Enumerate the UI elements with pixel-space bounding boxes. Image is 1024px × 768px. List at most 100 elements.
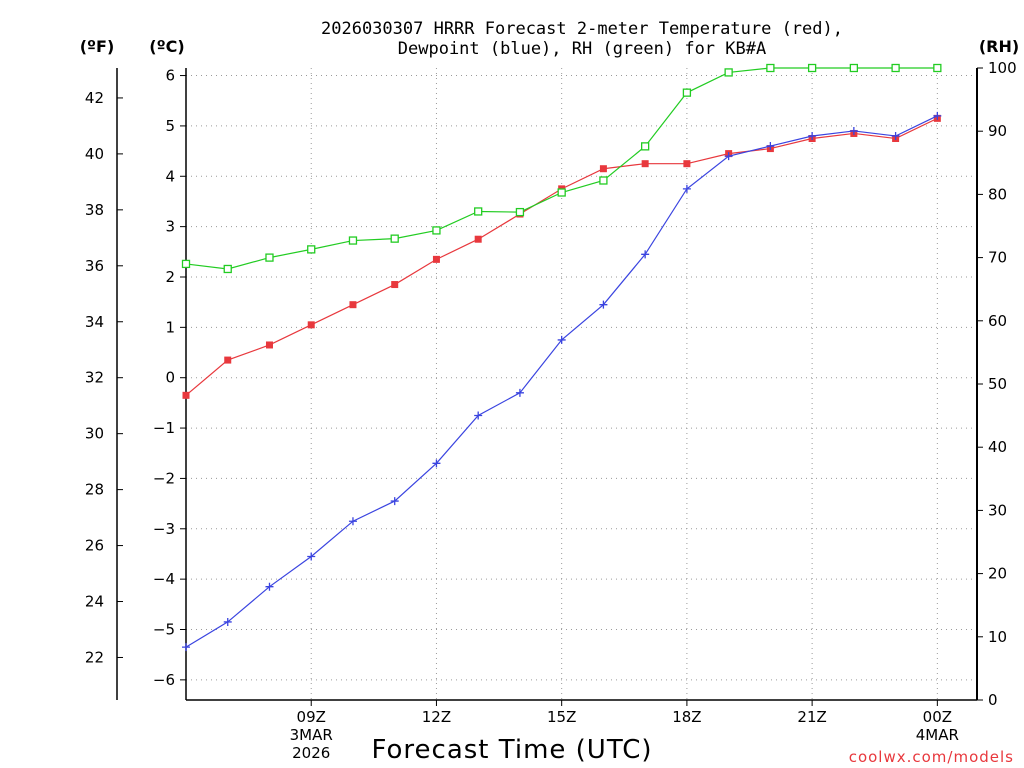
grid-layer <box>186 68 977 700</box>
rh-point <box>390 234 399 243</box>
temperature-point <box>182 391 190 399</box>
series-layer <box>181 63 942 652</box>
axes-layer: −6−5−4−3−2−10123456222426283032343638404… <box>85 59 1017 762</box>
temperature-point <box>349 301 357 309</box>
dewpoint-point <box>474 411 483 420</box>
rh-tick-label: 100 <box>988 59 1017 77</box>
rh-point <box>515 207 525 217</box>
celsius-tick-label: −6 <box>153 671 175 689</box>
rh-point <box>641 142 650 151</box>
chart-title-line2: Dewpoint (blue), RH (green) for KB#A <box>398 39 766 59</box>
fahrenheit-tick-label: 22 <box>85 648 104 666</box>
dewpoint-point <box>557 335 566 344</box>
x-tick-label: 09Z <box>297 708 326 726</box>
fahrenheit-tick-label: 26 <box>85 537 104 555</box>
rh-point <box>474 207 483 216</box>
rh-point <box>849 63 859 73</box>
celsius-tick-label: −2 <box>153 469 175 487</box>
dewpoint-point <box>641 250 650 259</box>
dewpoint-point <box>515 388 524 397</box>
dewpoint-point <box>849 126 858 135</box>
celsius-tick-label: 3 <box>165 218 175 236</box>
x-tick-label: 18Z <box>672 708 701 726</box>
celsius-tick-label: −3 <box>153 520 175 538</box>
rh-unit-label: (RH) <box>979 37 1019 56</box>
rh-point <box>265 253 274 262</box>
celsius-tick-label: 2 <box>165 268 175 286</box>
temperature-point <box>224 356 232 364</box>
temperature-point <box>391 281 399 289</box>
rh-tick-label: 60 <box>988 312 1007 330</box>
rh-tick-label: 30 <box>988 501 1007 519</box>
fahrenheit-tick-label: 40 <box>85 145 104 163</box>
rh-tick-label: 40 <box>988 438 1007 456</box>
dewpoint-point <box>307 552 316 561</box>
x-tick-label: 00Z <box>923 708 952 726</box>
celsius-tick-label: −5 <box>153 620 175 638</box>
dewpoint-point <box>599 300 608 309</box>
credit-text: coolwx.com/models <box>849 748 1014 766</box>
fahrenheit-tick-label: 36 <box>85 257 104 275</box>
temperature-point <box>641 160 649 168</box>
dewpoint-point <box>432 459 441 468</box>
celsius-tick-label: 5 <box>165 117 175 135</box>
fahrenheit-tick-label: 42 <box>85 89 104 107</box>
celsius-tick-label: 0 <box>165 369 175 387</box>
rh-point <box>432 226 441 235</box>
fahrenheit-tick-label: 28 <box>85 481 104 499</box>
rh-point <box>933 63 942 73</box>
rh-point <box>724 68 733 77</box>
x-axis-label: Forecast Time (UTC) <box>371 735 652 765</box>
celsius-unit-label: (ºC) <box>149 37 184 56</box>
fahrenheit-unit-label: (ºF) <box>80 37 115 56</box>
rh-tick-label: 20 <box>988 565 1007 583</box>
rh-point <box>682 88 692 97</box>
rh-point <box>807 63 817 73</box>
chart-title-line1: 2026030307 HRRR Forecast 2-meter Tempera… <box>321 19 843 39</box>
dewpoint-point <box>891 131 900 140</box>
celsius-tick-label: 6 <box>165 67 175 85</box>
fahrenheit-tick-label: 30 <box>85 425 104 443</box>
rh-point <box>181 259 191 269</box>
dewpoint-point <box>724 152 733 161</box>
temperature-point <box>599 165 607 173</box>
dewpoint-point <box>182 643 190 652</box>
dewpoint-point <box>808 131 817 140</box>
temperature-point <box>683 160 691 168</box>
temperature-point <box>432 255 440 263</box>
celsius-tick-label: 4 <box>165 167 175 185</box>
rh-tick-label: 70 <box>988 249 1007 267</box>
rh-point <box>891 63 900 73</box>
dewpoint-point <box>223 617 232 626</box>
fahrenheit-tick-label: 32 <box>85 369 104 387</box>
rh-tick-label: 10 <box>988 628 1007 646</box>
rh-tick-label: 80 <box>988 185 1007 203</box>
x-tick-label: 4MAR <box>916 726 959 744</box>
dewpoint-point <box>348 517 357 526</box>
temperature-point <box>307 321 315 329</box>
x-tick-label: 3MAR <box>290 726 333 744</box>
dewpoint-point <box>682 184 691 193</box>
x-tick-label: 15Z <box>547 708 576 726</box>
fahrenheit-tick-label: 24 <box>85 593 104 611</box>
rh-tick-label: 50 <box>988 375 1007 393</box>
rh-point <box>766 63 775 73</box>
celsius-tick-label: −1 <box>153 419 175 437</box>
rh-point <box>557 188 566 197</box>
rh-tick-label: 0 <box>988 691 998 709</box>
celsius-tick-label: −4 <box>153 570 175 588</box>
fahrenheit-tick-label: 34 <box>85 313 104 331</box>
dewpoint-point <box>766 142 775 151</box>
dewpoint-point <box>933 111 942 120</box>
rh-tick-label: 90 <box>988 122 1007 140</box>
temperature-point <box>474 235 482 243</box>
x-tick-label: 2026 <box>292 744 330 762</box>
celsius-tick-label: 1 <box>165 318 175 336</box>
temperature-point <box>265 341 273 349</box>
rh-point <box>599 176 608 185</box>
x-tick-label: 12Z <box>422 708 451 726</box>
dewpoint-point <box>265 582 274 591</box>
fahrenheit-tick-label: 38 <box>85 201 104 219</box>
rh-point <box>348 236 358 245</box>
rh-point <box>307 245 316 254</box>
